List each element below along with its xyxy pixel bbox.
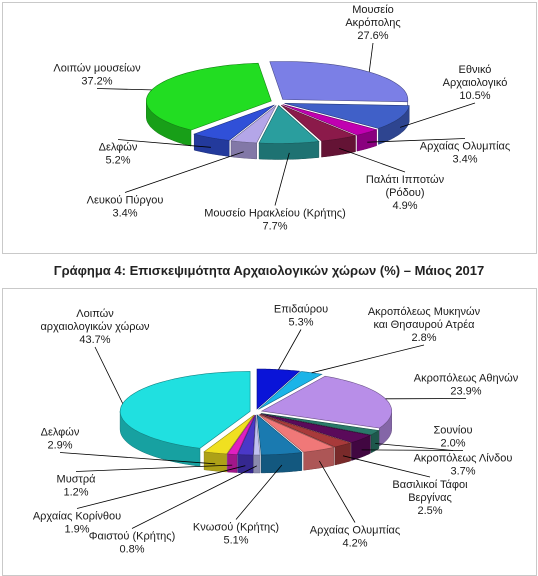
pie-slice-side xyxy=(203,451,227,473)
slice-value-label: 2.0% xyxy=(440,438,465,450)
slice-name-label: αρχαιολογικών χώρων xyxy=(40,321,150,333)
leader-line xyxy=(361,449,464,451)
slice-name-label: Επιδαύρου xyxy=(274,304,328,316)
slice-value-label: 5.1% xyxy=(223,535,248,547)
slice-value-label: 5.3% xyxy=(288,317,313,329)
slice-name-label: Ακρόπολης xyxy=(345,17,400,29)
slice-name-label: Δελφών xyxy=(41,427,80,439)
slice-name-label: Μυστρά xyxy=(57,474,97,486)
pie-slice xyxy=(203,414,255,455)
leader-line xyxy=(311,344,425,374)
pie-slice xyxy=(258,414,335,453)
slice-name-label: Μουσείο xyxy=(352,4,394,16)
leader-line xyxy=(339,148,406,173)
slice-name-label: Φαιστού (Κρήτης) xyxy=(89,531,176,543)
pie-slice xyxy=(230,105,277,144)
slice-value-label: 2.9% xyxy=(47,440,72,452)
pie-slice xyxy=(258,105,320,144)
leader-line xyxy=(278,329,302,370)
slice-value-label: 43.7% xyxy=(79,334,110,346)
slice-name-label: Παλάτι Ιπποτών xyxy=(366,174,445,186)
pie-slice xyxy=(193,104,275,141)
slice-name-label: Κνωσού (Κρήτης) xyxy=(193,522,279,534)
pie-slice xyxy=(260,413,372,443)
leader-line xyxy=(318,460,356,523)
pie-slice-side xyxy=(253,454,261,474)
pie-slice xyxy=(261,413,380,436)
slice-value-label: 7.7% xyxy=(262,221,287,233)
slice-name-label: Λοιπών xyxy=(76,308,114,320)
leader-line xyxy=(342,455,431,478)
slice-name-label: Αρχαίας Κορίνθου xyxy=(33,511,121,523)
slice-name-label: Ακροπόλεως Λίνδου xyxy=(414,453,513,465)
leader-line xyxy=(94,346,124,404)
pie-slice xyxy=(253,414,261,456)
pie-slice xyxy=(281,104,357,142)
pie-slice xyxy=(284,103,410,129)
leader-line xyxy=(399,102,476,128)
slice-name-label: Αρχαίας Ολυμπίας xyxy=(310,525,400,537)
chart-heading: Γράφημα 4: Επισκεψιμότητα Αρχαιολογικών … xyxy=(53,263,485,278)
slice-value-label: 1.9% xyxy=(64,524,89,536)
leader-line xyxy=(75,464,233,472)
slice-value-label: 3.4% xyxy=(112,208,137,220)
pie-slice xyxy=(259,414,352,448)
slice-name-label: Βασιλικοί Τάφοι xyxy=(392,479,468,491)
slice-name-label: Βεργίνας xyxy=(408,492,452,504)
leader-line xyxy=(274,152,290,206)
slice-name-label: Ακροπόλεως Αθηνών xyxy=(414,373,519,385)
pie-slice xyxy=(226,414,256,455)
slice-name-label: Αρχαιολογικό xyxy=(443,77,508,89)
slice-name-label: Σουνίου xyxy=(433,425,472,437)
leader-line xyxy=(59,452,216,465)
slice-value-label: 10.5% xyxy=(459,90,490,102)
leader-line xyxy=(131,465,258,529)
slice-value-label: 2.8% xyxy=(411,332,436,344)
leader-line xyxy=(117,139,211,148)
leader-line xyxy=(124,151,244,193)
leader-line xyxy=(76,465,246,509)
slice-value-label: 5.2% xyxy=(105,155,130,167)
pie-slice-side xyxy=(237,454,254,474)
leader-line xyxy=(375,443,454,451)
slice-value-label: 4.2% xyxy=(342,538,367,550)
slice-value-label: 23.9% xyxy=(450,386,481,398)
pie-slice xyxy=(282,104,378,136)
slice-value-label: 37.2% xyxy=(81,76,112,88)
slice-name-label: Αρχαίας Ολυμπίας xyxy=(420,141,510,153)
pie-slice xyxy=(256,414,303,456)
leader-line xyxy=(96,88,152,91)
slice-name-label: Δελφών xyxy=(99,142,138,154)
slice-name-label: (Ρόδου) xyxy=(385,187,424,199)
leader-line xyxy=(235,464,283,520)
slice-name-label: και Θησαυρού Ατρέα xyxy=(373,319,475,331)
pie-slice xyxy=(237,414,256,456)
leader-line xyxy=(367,138,466,143)
slice-name-label: Εθνικό xyxy=(459,64,492,76)
slice-value-label: 0.8% xyxy=(119,544,144,556)
pie-slice-side xyxy=(260,452,303,474)
slice-value-label: 27.6% xyxy=(357,30,388,42)
slice-value-label: 4.9% xyxy=(392,200,417,212)
slice-name-label: Ακροπόλεως Μυκηνών xyxy=(368,306,481,318)
slice-name-label: Λοιπών μουσείων xyxy=(53,63,141,75)
slice-value-label: 1.2% xyxy=(63,487,88,499)
slice-name-label: Λευκού Πύργου xyxy=(87,195,164,207)
leader-line xyxy=(368,42,374,73)
slice-value-label: 3.7% xyxy=(450,466,475,478)
slice-name-label: Μουσείο Ηρακλείου (Κρήτης) xyxy=(204,208,346,220)
slice-value-label: 3.4% xyxy=(452,154,477,166)
slice-value-label: 2.5% xyxy=(417,505,442,517)
